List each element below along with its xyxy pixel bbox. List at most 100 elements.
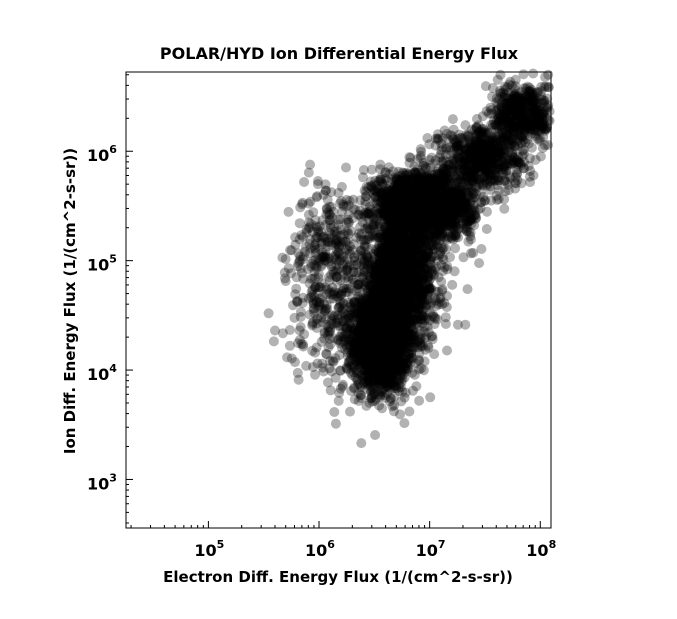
- scatter-point: [393, 326, 404, 337]
- scatter-point: [391, 315, 402, 326]
- scatter-point: [364, 314, 375, 325]
- scatter-point: [365, 343, 376, 354]
- scatter-point: [375, 320, 386, 331]
- scatter-point: [385, 299, 396, 310]
- scatter-point: [377, 300, 388, 311]
- scatter-point: [376, 344, 387, 355]
- scatter-point: [376, 322, 386, 333]
- scatter-point: [369, 341, 380, 352]
- scatter-point: [385, 348, 396, 359]
- scatter-point: [442, 264, 453, 275]
- scatter-point: [346, 360, 357, 371]
- scatter-point: [376, 301, 386, 312]
- scatter-point: [356, 347, 366, 358]
- scatter-point: [363, 331, 374, 342]
- scatter-point: [362, 384, 373, 395]
- scatter-point: [383, 305, 394, 316]
- scatter-point: [396, 284, 407, 295]
- scatter-point: [389, 406, 399, 417]
- scatter-point: [357, 355, 368, 366]
- scatter-point: [348, 326, 359, 336]
- scatter-point: [399, 347, 410, 358]
- scatter-point: [380, 378, 391, 388]
- scatter-point: [372, 346, 382, 357]
- scatter-point: [358, 350, 369, 361]
- scatter-point: [355, 380, 366, 391]
- scatter-point: [368, 327, 379, 337]
- scatter-point: [349, 342, 360, 353]
- scatter-point: [365, 301, 376, 312]
- scatter-point: [380, 339, 391, 350]
- scatter-point: [382, 372, 393, 383]
- scatter-point: [387, 365, 398, 376]
- scatter-point: [373, 340, 384, 351]
- scatter-point: [375, 347, 386, 358]
- scatter-point: [375, 337, 386, 348]
- scatter-point: [384, 303, 395, 314]
- scatter-point: [377, 361, 388, 372]
- scatter-point: [368, 361, 379, 372]
- scatter-point: [391, 313, 402, 324]
- scatter-point: [393, 325, 404, 336]
- scatter-point: [349, 382, 360, 393]
- scatter-point: [404, 336, 415, 347]
- scatter-point: [377, 315, 387, 326]
- scatter-point: [354, 356, 364, 367]
- scatter-point: [377, 331, 388, 342]
- scatter-point: [384, 368, 395, 379]
- scatter-point: [367, 347, 378, 358]
- scatter-point: [388, 279, 399, 289]
- scatter-point: [386, 337, 397, 347]
- scatter-point: [390, 348, 401, 358]
- scatter-point: [370, 344, 381, 355]
- scatter-point: [383, 333, 394, 344]
- scatter-point: [388, 353, 399, 364]
- scatter-point: [413, 280, 424, 291]
- scatter-point: [427, 311, 438, 322]
- scatter-point: [359, 371, 370, 382]
- scatter-point: [391, 307, 402, 318]
- scatter-point: [385, 340, 396, 351]
- scatter-point: [379, 352, 390, 363]
- scatter-point: [365, 367, 376, 378]
- scatter-point: [378, 345, 389, 356]
- scatter-point: [396, 358, 407, 369]
- scatter-point: [390, 312, 401, 323]
- scatter-point: [390, 344, 401, 355]
- scatter-point: [395, 409, 405, 420]
- scatter-point: [348, 330, 359, 340]
- scatter-point: [385, 351, 396, 362]
- scatter-point: [377, 341, 388, 352]
- scatter-point: [392, 325, 403, 336]
- scatter-point: [416, 305, 427, 315]
- scatter-point: [385, 382, 396, 393]
- scatter-point: [378, 336, 389, 347]
- scatter-point: [377, 319, 388, 329]
- scatter-point: [391, 303, 401, 314]
- scatter-point: [360, 370, 371, 381]
- scatter-point: [396, 346, 407, 356]
- scatter-point: [392, 341, 403, 352]
- scatter-point: [365, 316, 376, 327]
- scatter-point: [376, 325, 387, 336]
- scatter-point: [382, 382, 393, 393]
- scatter-point: [362, 331, 373, 342]
- scatter-point: [392, 294, 403, 305]
- scatter-point: [353, 344, 364, 354]
- scatter-point: [405, 289, 416, 300]
- scatter-point: [366, 358, 377, 369]
- scatter-point: [323, 325, 334, 336]
- scatter-point: [368, 346, 379, 357]
- scatter-point: [391, 334, 401, 344]
- scatter-point: [394, 300, 405, 311]
- scatter-point: [420, 344, 431, 355]
- scatter-point: [366, 326, 377, 337]
- scatter-point: [393, 312, 404, 323]
- scatter-point: [374, 339, 385, 350]
- scatter-point: [352, 345, 363, 355]
- scatter-point: [392, 317, 403, 328]
- scatter-point: [375, 325, 386, 336]
- scatter-point: [442, 345, 452, 356]
- scatter-point: [363, 303, 374, 314]
- scatter-point: [388, 308, 399, 319]
